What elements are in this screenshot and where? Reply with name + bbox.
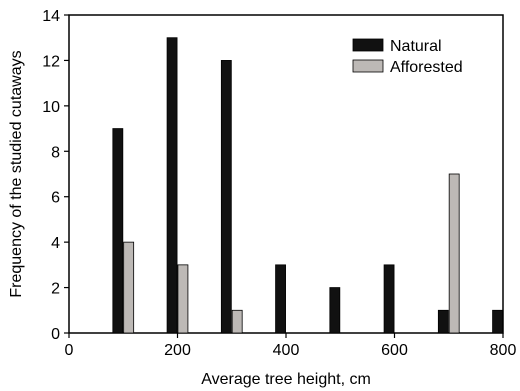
bar-natural-7 (492, 309, 503, 334)
y-tick-label: 2 (51, 281, 60, 298)
x-tick-label: 800 (490, 342, 517, 359)
bar-afforested-2 (231, 309, 243, 334)
y-tick-label: 4 (51, 235, 60, 252)
bar-natural-6 (437, 309, 449, 334)
bar-natural-4 (329, 287, 341, 334)
legend: Natural Afforested (352, 38, 463, 76)
x-tick-label: 600 (381, 342, 408, 359)
bar-afforested-3 (448, 173, 460, 334)
bar-afforested-0 (123, 241, 135, 334)
x-axis: 0 200 400 600 800 (65, 333, 517, 359)
legend-label-afforested: Afforested (390, 59, 463, 76)
bars-group (112, 37, 503, 334)
bar-natural-1 (166, 37, 178, 334)
y-tick-label: 6 (51, 190, 60, 207)
x-axis-label: Average tree height, cm (201, 371, 371, 388)
legend-swatch-natural (352, 38, 384, 52)
x-tick-label: 200 (164, 342, 191, 359)
legend-label-natural: Natural (390, 38, 442, 55)
bar-natural-3 (275, 264, 286, 334)
y-axis-label: Frequency of the studied cutaways (8, 50, 25, 297)
x-tick-label: 0 (65, 342, 74, 359)
bar-natural-0 (112, 128, 124, 334)
bar-natural-2 (220, 60, 232, 334)
legend-swatch-afforested (352, 59, 384, 73)
bar-natural-5 (383, 264, 395, 334)
x-tick-label: 400 (273, 342, 300, 359)
y-axis: 0 2 4 6 8 10 12 14 (42, 8, 69, 343)
y-tick-label: 8 (51, 144, 60, 161)
y-tick-label: 14 (42, 8, 60, 25)
y-tick-label: 10 (42, 99, 60, 116)
y-tick-label: 12 (42, 53, 60, 70)
y-tick-label: 0 (51, 326, 60, 343)
bar-afforested-1 (177, 264, 189, 334)
